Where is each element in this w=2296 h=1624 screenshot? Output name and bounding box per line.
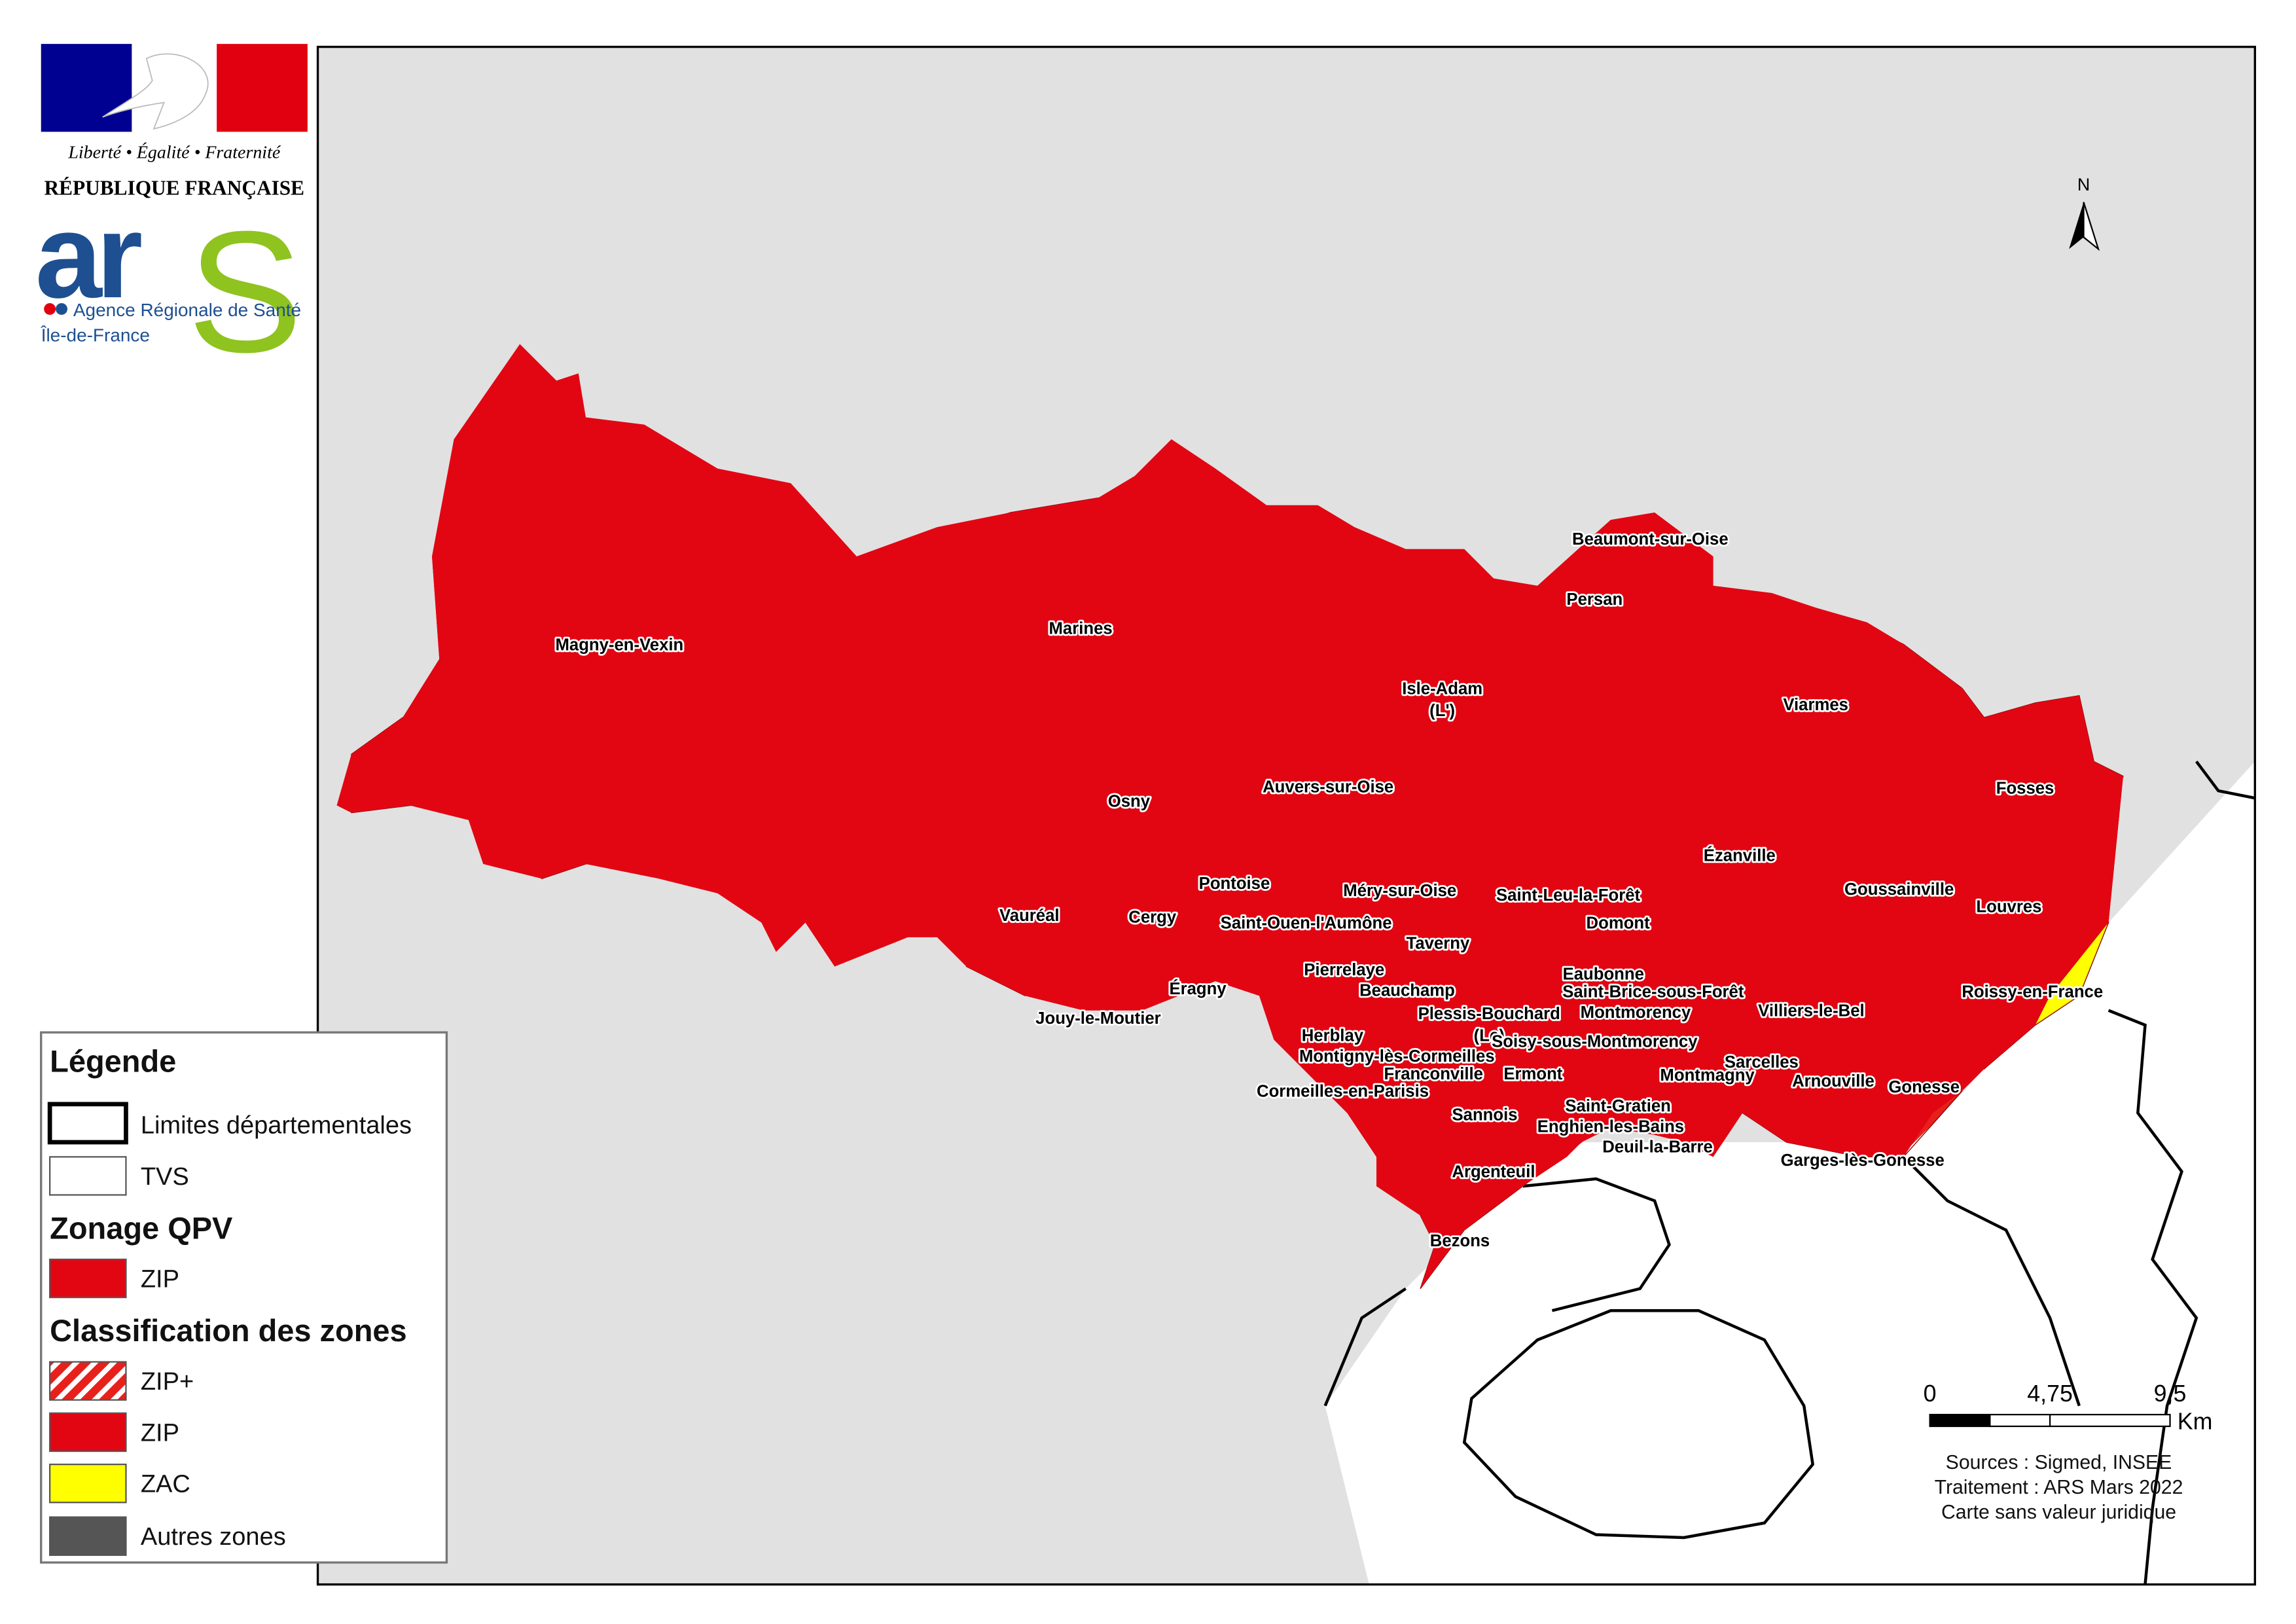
legend-swatch xyxy=(49,1258,127,1299)
legend-heading: Zonage QPV xyxy=(50,1211,232,1246)
place-label: Louvres xyxy=(1976,898,2041,916)
place-label: Garges-lès-Gonesse xyxy=(1781,1151,1945,1170)
place-label: Eaubonne xyxy=(1563,965,1644,984)
place-label: Marines xyxy=(1049,620,1112,638)
place-label: Gonesse xyxy=(1888,1078,1960,1096)
north-label: N xyxy=(2077,175,2090,194)
republic-name: RÉPUBLIQUE FRANÇAISE xyxy=(45,177,305,200)
legend-swatch xyxy=(49,1156,127,1196)
republic-logo: Liberté • Égalité • Fraternité RÉPUBLIQU… xyxy=(41,44,308,200)
place-label: Magny-en-Vexin xyxy=(555,636,683,654)
place-label: Taverny xyxy=(1407,935,1470,953)
place-label: Méry-sur-Oise xyxy=(1343,882,1456,900)
neighbor-region xyxy=(1325,761,2255,1585)
place-label: Isle-Adam xyxy=(1402,679,1482,698)
place-label: Domont xyxy=(1587,914,1651,932)
place-label: Montmorency xyxy=(1581,1003,1691,1022)
place-label: Cormeilles-en-Parisis xyxy=(1257,1083,1429,1101)
place-label: Sarcelles xyxy=(1725,1053,1799,1072)
legend-label: TVS xyxy=(141,1163,189,1191)
place-label: Saint-Ouen-l'Aumône xyxy=(1221,914,1392,932)
place-label: Enghien-les-Bains xyxy=(1537,1117,1684,1136)
map-frame xyxy=(316,45,2256,1586)
scale-bar xyxy=(1929,1413,2171,1428)
ars-mark: ar xyxy=(35,189,141,323)
legend: Légende Limites départementales TVS Zona… xyxy=(40,1031,448,1564)
scale-label: 4,75 xyxy=(2027,1380,2073,1407)
legend-label: ZAC xyxy=(141,1471,190,1498)
sources-line: Traitement : ARS Mars 2022 xyxy=(1935,1477,2183,1498)
place-label: Jouy-le-Moutier xyxy=(1035,1009,1160,1028)
legend-swatch xyxy=(49,1516,127,1556)
place-label: Deuil-la-Barre xyxy=(1602,1138,1713,1157)
neighbor-boundaries xyxy=(1323,760,2255,1585)
place-label: Roissy-en-France xyxy=(1962,983,2103,1001)
place-label: Goussainville xyxy=(1844,880,1954,899)
legend-title: Légende xyxy=(50,1044,176,1079)
place-label: Saint-Gratien xyxy=(1565,1097,1670,1115)
ars-agency: Agence Régionale de Santé xyxy=(73,300,301,320)
place-label: Villiers-le-Bel xyxy=(1758,1002,1865,1020)
place-label: Argenteuil xyxy=(1452,1163,1535,1182)
place-label: Pierrelaye xyxy=(1304,961,1384,979)
place-label: Pontoise xyxy=(1199,875,1270,893)
place-label: (L') xyxy=(1429,702,1455,720)
ars-mark: S xyxy=(187,195,302,388)
place-label: Herblay xyxy=(1302,1027,1364,1045)
place-label: Persan xyxy=(1566,590,1623,609)
place-label: Beaumont-sur-Oise xyxy=(1572,530,1729,549)
north-arrow xyxy=(2083,202,2100,251)
place-label: Montmagny xyxy=(1660,1066,1755,1085)
legend-label: Limites départementales xyxy=(141,1112,412,1140)
sources-line: Sources : Sigmed, INSEE xyxy=(1946,1452,2172,1473)
legend-label: ZIP xyxy=(141,1419,179,1447)
legend-label: Autres zones xyxy=(141,1523,286,1551)
legend-swatch xyxy=(49,1361,127,1401)
place-label: Franconville xyxy=(1384,1065,1483,1083)
sources-line: Carte sans valeur juridique xyxy=(1941,1502,2176,1523)
legend-swatch xyxy=(47,1102,128,1145)
place-label: Saint-Leu-la-Forêt xyxy=(1496,886,1640,905)
north-arrow xyxy=(2069,202,2084,249)
place-labels: Magny-en-Vexin Marines Beaumont-sur-Oise Pe… xyxy=(554,528,2105,1252)
place-label: Beauchamp xyxy=(1359,981,1455,1000)
place-label: Viarmes xyxy=(1783,696,1848,714)
legend-label: ZIP xyxy=(141,1265,179,1293)
place-label: Fosses xyxy=(1996,780,2054,798)
legend-label: ZIP+ xyxy=(141,1368,194,1396)
place-label: Sannois xyxy=(1452,1106,1518,1124)
scale-label: 9,5 xyxy=(2154,1380,2187,1407)
place-label: Arnouville xyxy=(1792,1072,1874,1091)
ars-logo: ar S Agence Régionale de Santé Île-de-Fr… xyxy=(35,189,303,388)
place-label: Cergy xyxy=(1128,908,1177,926)
place-label: Ermont xyxy=(1503,1065,1562,1083)
place-label: Montigny-lès-Cormeilles xyxy=(1299,1047,1495,1066)
place-label: Éragny xyxy=(1169,979,1227,998)
place-label: Vauréal xyxy=(999,907,1060,925)
place-label: Saint-Brice-sous-Forêt xyxy=(1562,983,1744,1001)
legend-heading: Classification des zones xyxy=(50,1313,407,1348)
place-label: Soisy-sous-Montmorency xyxy=(1492,1033,1698,1051)
place-label: (Le) xyxy=(1474,1027,1505,1045)
scale-unit: Km xyxy=(2178,1408,2213,1434)
place-label: Ézanville xyxy=(1704,846,1776,865)
legend-swatch xyxy=(49,1412,127,1453)
motto: Liberté • Égalité • Fraternité xyxy=(67,143,281,163)
scale-label: 0 xyxy=(1924,1380,1937,1407)
place-label: Bezons xyxy=(1430,1232,1490,1250)
place-label: Osny xyxy=(1108,793,1151,811)
place-label: Plessis-Bouchard xyxy=(1418,1005,1560,1023)
place-label: Auvers-sur-Oise xyxy=(1263,778,1393,796)
ars-region: Île-de-France xyxy=(41,325,150,345)
legend-swatch xyxy=(49,1464,127,1504)
